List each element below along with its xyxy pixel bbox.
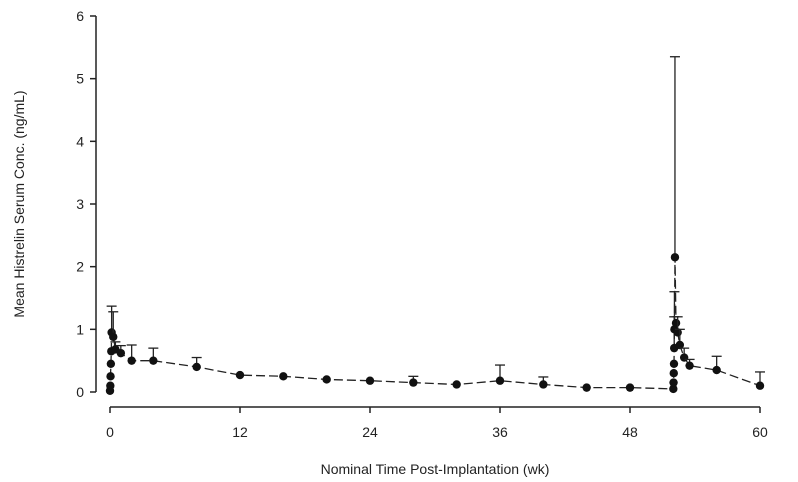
data-point (452, 380, 461, 389)
data-point (669, 378, 678, 387)
y-tick-label: 5 (76, 71, 84, 87)
axes (95, 16, 760, 408)
data-point (669, 384, 678, 394)
x-axis-ticks: 0 12 24 36 48 60 (106, 407, 768, 440)
data-point (127, 356, 136, 365)
y-tick-label: 0 (76, 384, 84, 400)
data-point (685, 361, 694, 370)
data-point (625, 383, 635, 392)
data-point (106, 359, 116, 368)
data-point (409, 378, 418, 387)
y-tick-label: 3 (76, 196, 84, 212)
data-point (279, 372, 288, 381)
data-series (105, 56, 765, 395)
data-point (669, 369, 678, 378)
data-point (670, 253, 680, 262)
data-point (495, 376, 505, 385)
data-point (192, 362, 201, 372)
series-line (109, 257, 761, 391)
data-point (116, 348, 126, 358)
x-tick-label: 48 (622, 424, 638, 440)
x-tick-label: 60 (752, 424, 768, 440)
y-tick-label: 4 (76, 133, 84, 149)
y-tick-label: 2 (76, 259, 84, 275)
data-point (149, 356, 158, 365)
x-tick-label: 0 (106, 424, 114, 440)
x-tick-label: 12 (232, 424, 248, 440)
data-point (675, 340, 685, 350)
data-point (235, 370, 245, 380)
data-point (106, 372, 115, 381)
x-tick-label: 36 (492, 424, 508, 440)
data-point (669, 359, 679, 368)
y-tick-label: 1 (76, 321, 84, 337)
x-axis-title: Nominal Time Post-Implantation (wk) (321, 461, 550, 477)
data-point (582, 383, 591, 392)
data-point (671, 318, 681, 328)
x-tick-label: 24 (362, 424, 378, 440)
data-point (106, 381, 115, 390)
data-point (755, 381, 765, 390)
data-point (679, 353, 689, 362)
data-point (322, 375, 331, 384)
y-axis-title: Mean Histrelin Serum Conc. (ng/mL) (11, 90, 27, 317)
y-axis-ticks: 0 1 2 3 4 5 6 (76, 8, 96, 400)
data-point (109, 332, 118, 342)
y-tick-label: 6 (76, 8, 84, 24)
data-point (365, 376, 375, 385)
data-point (712, 365, 721, 375)
data-point (539, 380, 548, 389)
